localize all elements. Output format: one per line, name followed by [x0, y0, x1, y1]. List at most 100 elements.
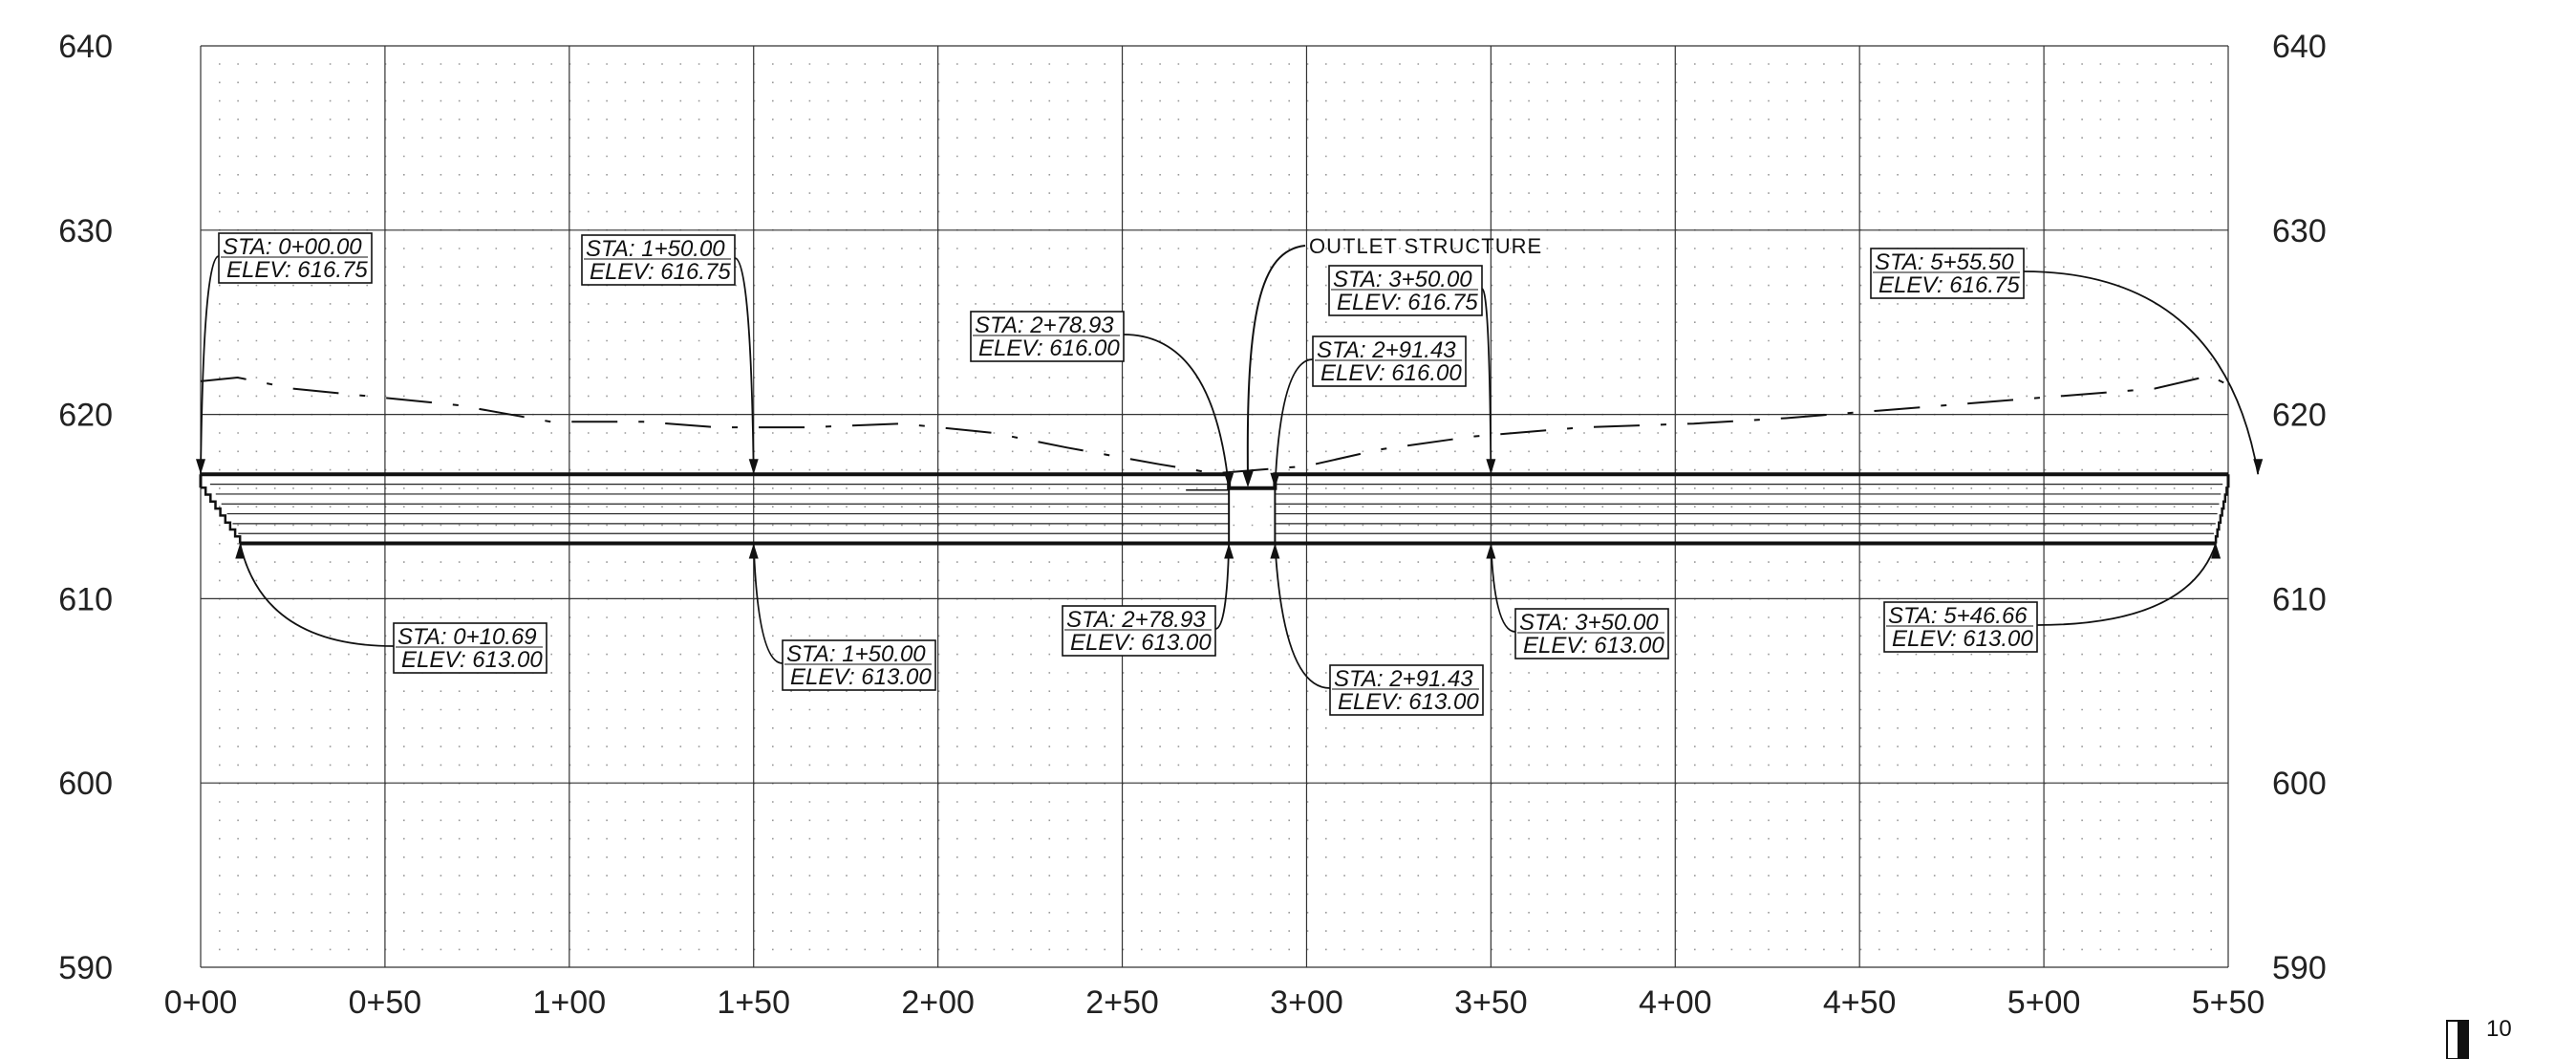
callout-arrowhead — [1270, 543, 1280, 559]
elevation-tick-label: 630 — [2272, 213, 2327, 249]
callout-elevation: ELEV: 613.00 — [1892, 626, 2033, 652]
elevation-tick-label: 590 — [2272, 950, 2327, 986]
callout-station: STA: 3+50.00 — [1519, 610, 1659, 636]
callout-elevation: ELEV: 613.00 — [1338, 689, 1479, 715]
station-tick-label: 4+00 — [1639, 984, 1712, 1021]
callout-station: STA: 5+55.50 — [1875, 249, 2014, 275]
station-tick-label: 4+50 — [1823, 984, 1897, 1021]
corner-marker-fill — [2458, 1021, 2468, 1059]
station-tick-label: 2+50 — [1085, 984, 1159, 1021]
callout-arrowhead — [1486, 459, 1496, 475]
callout-station: STA: 2+91.43 — [1334, 666, 1473, 692]
callout-station: STA: 2+91.43 — [1317, 337, 1456, 363]
callout-elevation: ELEV: 616.75 — [590, 259, 731, 285]
station-tick-label: 0+00 — [164, 984, 238, 1021]
callout-arrowhead — [1486, 543, 1496, 559]
station-tick-label: 0+50 — [349, 984, 422, 1021]
existing-ground-line — [200, 375, 2229, 475]
callout-station: STA: 2+78.93 — [975, 313, 1114, 338]
callout-arrowhead — [1224, 472, 1234, 488]
callout-arrowhead — [1224, 543, 1234, 559]
callout-box — [1514, 608, 1669, 659]
elevation-tick-label: 640 — [2272, 29, 2327, 65]
outlet-structure-leader — [1246, 245, 1306, 479]
outlet-structure-note: OUTLET STRUCTURE — [1242, 234, 1542, 487]
callout-elevation: ELEV: 613.00 — [1523, 633, 1664, 659]
grid-dots — [219, 63, 2212, 951]
station-tick-label: 5+50 — [2192, 984, 2265, 1021]
callout-elevation: ELEV: 613.00 — [790, 664, 932, 690]
callout-station: STA: 1+50.00 — [586, 236, 725, 262]
station-tick-label: 3+50 — [1454, 984, 1528, 1021]
callout-box — [581, 234, 736, 286]
outlet-structure-label: OUTLET STRUCTURE — [1309, 234, 1542, 258]
callout-arrowhead — [748, 543, 759, 559]
callout-box — [1062, 605, 1216, 657]
callout-leader — [1214, 543, 1231, 630]
pond-top-of-bank — [201, 472, 2228, 490]
elevation-tick-label: 630 — [58, 213, 113, 249]
callout-leader — [1274, 358, 1314, 488]
callout-leader — [1274, 543, 1331, 689]
outlet-structure-arrowhead — [1242, 470, 1254, 487]
station-tick-label: 1+00 — [533, 984, 607, 1021]
station-tick-label: 3+00 — [1270, 984, 1343, 1021]
callout-station: STA: 2+78.93 — [1066, 607, 1206, 633]
callout-elevation: ELEV: 613.00 — [401, 647, 543, 673]
ground-line — [200, 375, 2229, 475]
callout-station: STA: 3+50.00 — [1333, 267, 1472, 292]
grid-lines — [200, 45, 2229, 968]
corner-marker: 10 — [2446, 1016, 2512, 1059]
dot-grid — [219, 63, 2212, 951]
elevation-axis-right: 590 600 610 620 630 640 — [2272, 29, 2327, 986]
callout-leader — [1490, 543, 1516, 633]
callout-box — [970, 311, 1125, 362]
callout-station: STA: 1+50.00 — [786, 641, 926, 667]
elevation-tick-label: 600 — [58, 766, 113, 802]
callout-elevation: ELEV: 616.75 — [226, 257, 368, 283]
callout-box — [1883, 601, 2038, 653]
callout-arrowhead — [196, 459, 205, 475]
elevation-tick-label: 590 — [58, 950, 113, 986]
callout-arrowhead — [2211, 543, 2222, 559]
callout-box — [1328, 265, 1483, 316]
elevation-tick-label: 620 — [58, 398, 113, 434]
station-axis: 0+00 0+50 1+00 1+50 2+00 2+50 3+00 3+50 4+00 4+50… — [164, 984, 2265, 1021]
callout-box — [782, 639, 936, 691]
pond-section — [199, 472, 2230, 546]
callout-leader — [734, 257, 755, 475]
elevation-tick-label: 610 — [2272, 581, 2327, 617]
right-side-slope — [2214, 486, 2229, 544]
callout-box — [393, 622, 547, 674]
callout-box — [1329, 664, 1484, 716]
callout-box — [218, 232, 373, 284]
left-side-slope — [200, 486, 242, 544]
callout-station: STA: 0+10.69 — [397, 624, 537, 650]
elevation-tick-label: 610 — [58, 581, 113, 617]
callout-arrowhead — [2253, 459, 2264, 475]
callout-elevation: ELEV: 613.00 — [1070, 630, 1212, 656]
elevation-tick-label: 620 — [2272, 398, 2327, 434]
callout-station: STA: 0+00.00 — [223, 234, 362, 260]
callout-leader — [2036, 543, 2217, 626]
callout-elevation: ELEV: 616.75 — [1337, 290, 1478, 315]
callout-leader — [239, 543, 395, 647]
station-tick-label: 2+00 — [901, 984, 975, 1021]
callout-arrowhead — [1270, 472, 1280, 488]
station-tick-label: 1+50 — [717, 984, 790, 1021]
callout-arrowhead — [235, 543, 246, 559]
callout-leader — [1481, 288, 1492, 475]
callout-station: STA: 5+46.66 — [1888, 603, 2028, 629]
elevation-tick-label: 640 — [58, 29, 113, 65]
corner-marker-label: 10 — [2486, 1016, 2512, 1042]
